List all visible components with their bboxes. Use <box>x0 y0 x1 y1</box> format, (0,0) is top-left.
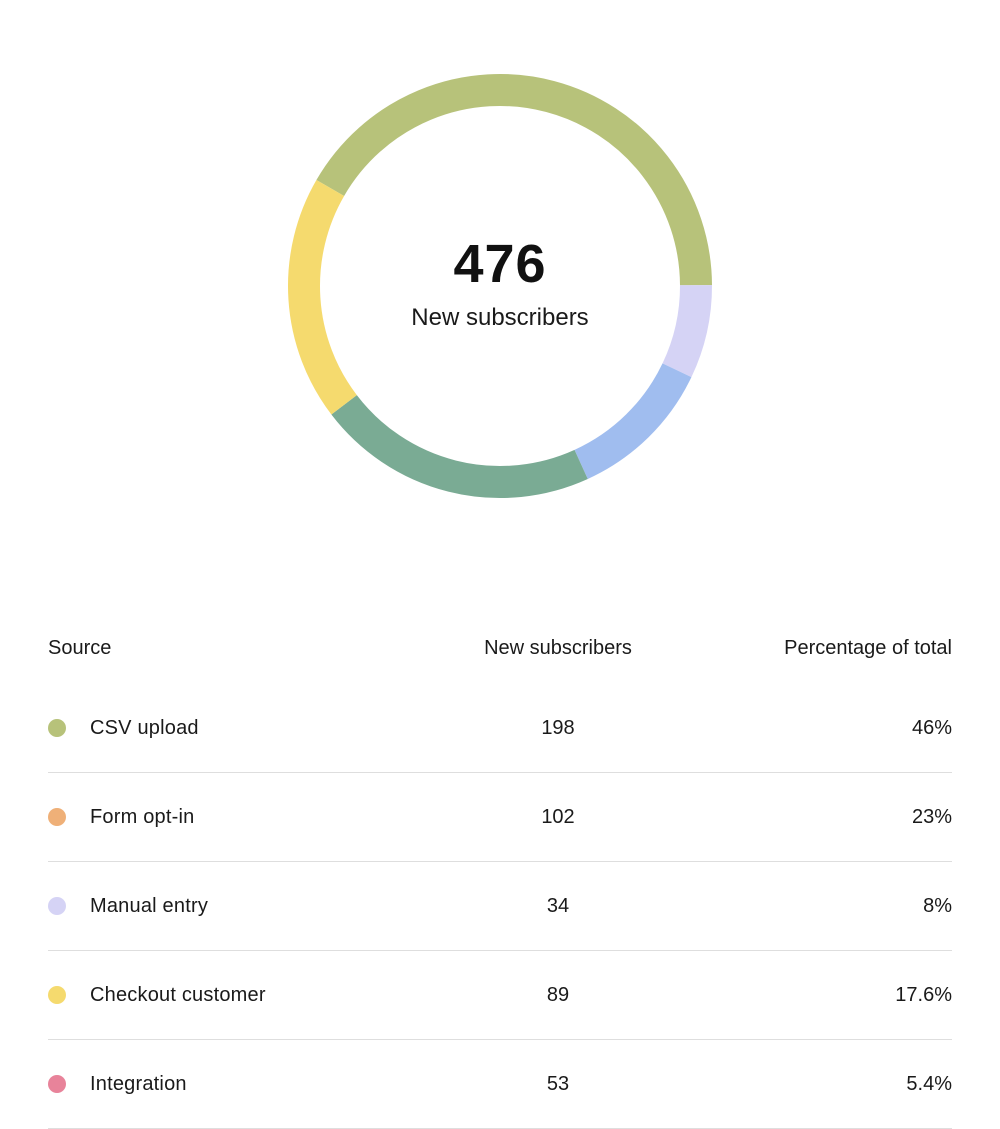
subscriber-count: 89 <box>546 983 570 1006</box>
legend-dot <box>48 719 66 737</box>
subscriber-count: 102 <box>541 805 575 828</box>
subscriber-count: 198 <box>541 716 575 739</box>
table-row[interactable]: Integration 53 5.4% <box>48 1040 952 1129</box>
header-source[interactable]: Source <box>48 636 112 659</box>
donut-svg <box>288 74 712 498</box>
header-new-subscribers[interactable]: New subscribers <box>484 636 632 659</box>
percentage-value: 17.6% <box>895 983 952 1006</box>
donut-slice-csv-upload[interactable] <box>316 74 712 286</box>
total-subscribers-value: 476 <box>453 234 547 294</box>
table-header: Source New subscribers Percentage of tot… <box>48 622 952 674</box>
header-percentage[interactable]: Percentage of total <box>784 636 952 659</box>
source-label: Manual entry <box>90 894 209 917</box>
source-label: Checkout customer <box>90 983 266 1006</box>
legend-dot <box>48 808 66 826</box>
donut-slice-manual-entry[interactable] <box>662 284 712 378</box>
sources-table: Source New subscribers Percentage of tot… <box>48 622 952 1129</box>
donut-slice-integration[interactable] <box>574 363 692 479</box>
percentage-value: 8% <box>923 894 952 917</box>
subscriber-count: 34 <box>546 894 570 917</box>
donut-slice-checkout-customer[interactable] <box>288 180 357 415</box>
legend-dot <box>48 897 66 915</box>
source-label: CSV upload <box>90 716 199 739</box>
table-row[interactable]: Form opt-in 102 23% <box>48 773 952 862</box>
source-label: Form opt-in <box>90 805 195 828</box>
source-label: Integration <box>90 1072 187 1095</box>
legend-dot <box>48 1075 66 1093</box>
percentage-value: 46% <box>911 716 952 739</box>
donut-slice-form-opt-in[interactable] <box>331 394 588 498</box>
percentage-value: 5.4% <box>906 1072 952 1095</box>
donut-chart: 476 New subscribers <box>0 0 1000 560</box>
subscriber-count: 53 <box>546 1072 570 1095</box>
percentage-value: 23% <box>911 805 952 828</box>
table-row[interactable]: Manual entry 34 8% <box>48 862 952 951</box>
table-row[interactable]: Checkout customer 89 17.6% <box>48 951 952 1040</box>
table-row[interactable]: CSV upload 198 46% <box>48 684 952 773</box>
legend-dot <box>48 986 66 1004</box>
total-subscribers-label: New subscribers <box>411 304 589 331</box>
